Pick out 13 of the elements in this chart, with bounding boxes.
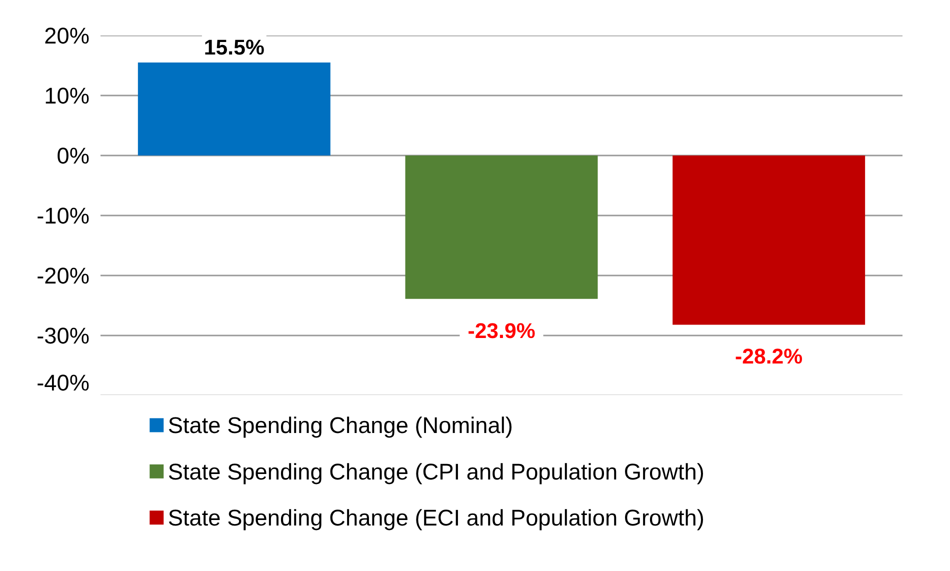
legend-label: State Spending Change (ECI and Population Growth) [168, 504, 704, 531]
y-tick-label: -20% [36, 262, 90, 288]
y-tick-label: -10% [36, 202, 90, 228]
y-tick-label: -30% [36, 322, 90, 348]
y-tick-label: -40% [36, 370, 90, 396]
y-tick-label: 20% [44, 22, 90, 48]
data-label: -28.2% [735, 344, 803, 369]
data-label: -23.9% [468, 318, 536, 343]
y-tick-label: 10% [44, 82, 90, 108]
legend-label: State Spending Change (CPI and Population Growth) [168, 458, 704, 484]
data-label: 15.5% [204, 36, 264, 60]
legend-label: State Spending Change (Nominal) [168, 412, 513, 438]
y-tick-label: 0% [56, 142, 90, 168]
